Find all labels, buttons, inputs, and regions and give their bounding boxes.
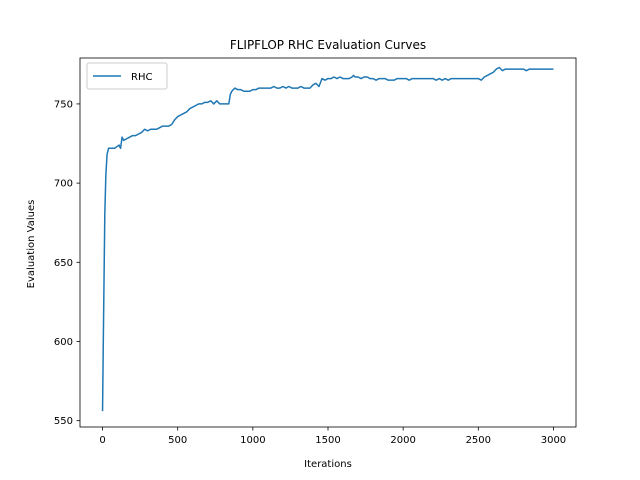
y-axis-label: Evaluation Values: [26, 200, 37, 289]
legend-box: [86, 62, 168, 90]
legend-label-rhc: RHC: [131, 72, 152, 83]
x-tick-label: 2000: [390, 435, 415, 446]
y-tick-label: 550: [54, 416, 73, 427]
y-tick-label: 750: [54, 99, 73, 110]
x-tick-label: 2500: [466, 435, 491, 446]
y-tick-label: 700: [54, 179, 73, 190]
y-axis-ticks: 550 600 650 700 750: [54, 99, 80, 427]
chart-title: FLIPFLOP RHC Evaluation Curves: [230, 38, 426, 52]
x-tick-label: 1000: [240, 435, 265, 446]
x-tick-label: 0: [99, 435, 105, 446]
x-axis-label: Iterations: [304, 459, 352, 470]
y-tick-label: 650: [54, 258, 73, 269]
y-tick-label: 600: [54, 337, 73, 348]
legend: RHC: [86, 62, 168, 90]
x-axis-ticks: 0 500 1000 1500 2000 2500 3000: [99, 427, 566, 446]
series-line-rhc: [101, 66, 554, 412]
x-tick-label: 1500: [315, 435, 340, 446]
x-tick-label: 500: [168, 435, 187, 446]
x-tick-label: 3000: [541, 435, 566, 446]
